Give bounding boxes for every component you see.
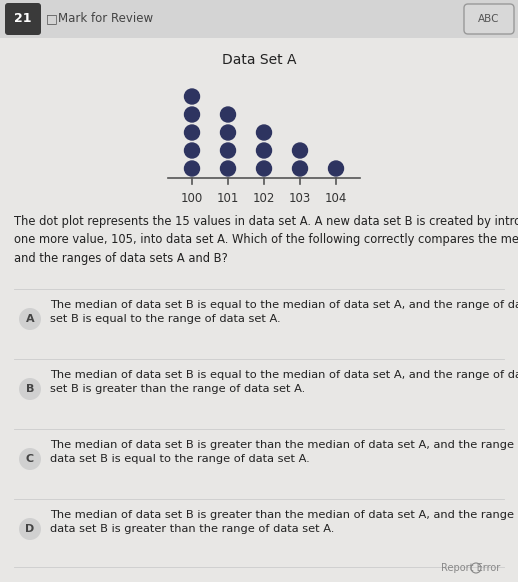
Text: The median of data set B is equal to the median of data set A, and the range of : The median of data set B is equal to the… (50, 300, 518, 324)
Circle shape (256, 125, 271, 140)
Text: The median of data set B is equal to the median of data set A, and the range of : The median of data set B is equal to the… (50, 370, 518, 395)
Text: Mark for Review: Mark for Review (58, 12, 153, 26)
Text: 104: 104 (325, 192, 347, 205)
Circle shape (328, 161, 343, 176)
Circle shape (184, 161, 199, 176)
Text: The median of data set B is greater than the median of data set A, and the range: The median of data set B is greater than… (50, 440, 518, 464)
Text: 101: 101 (217, 192, 239, 205)
Circle shape (184, 143, 199, 158)
Circle shape (221, 161, 236, 176)
Text: The dot plot represents the 15 values in data set A. A new data set B is created: The dot plot represents the 15 values in… (14, 215, 518, 265)
Circle shape (256, 143, 271, 158)
Text: B: B (26, 384, 34, 394)
Circle shape (184, 89, 199, 104)
Text: Data Set A: Data Set A (222, 53, 296, 67)
Text: ABC: ABC (478, 14, 500, 24)
FancyBboxPatch shape (0, 38, 518, 582)
Circle shape (19, 308, 41, 330)
Circle shape (221, 143, 236, 158)
Circle shape (184, 125, 199, 140)
Text: 102: 102 (253, 192, 275, 205)
Circle shape (19, 378, 41, 400)
Text: The median of data set B is greater than the median of data set A, and the range: The median of data set B is greater than… (50, 510, 518, 534)
Circle shape (19, 518, 41, 540)
Circle shape (293, 161, 308, 176)
Circle shape (184, 107, 199, 122)
Circle shape (19, 448, 41, 470)
FancyBboxPatch shape (5, 3, 41, 35)
Circle shape (293, 143, 308, 158)
Text: 103: 103 (289, 192, 311, 205)
Text: 21: 21 (15, 12, 32, 26)
Circle shape (221, 107, 236, 122)
FancyBboxPatch shape (464, 4, 514, 34)
Text: A: A (26, 314, 34, 324)
Text: □: □ (46, 12, 57, 26)
Circle shape (256, 161, 271, 176)
Text: 100: 100 (181, 192, 203, 205)
Text: C: C (26, 454, 34, 464)
Circle shape (221, 125, 236, 140)
Text: D: D (25, 524, 35, 534)
Text: Report Error: Report Error (441, 563, 500, 573)
FancyBboxPatch shape (0, 0, 518, 38)
